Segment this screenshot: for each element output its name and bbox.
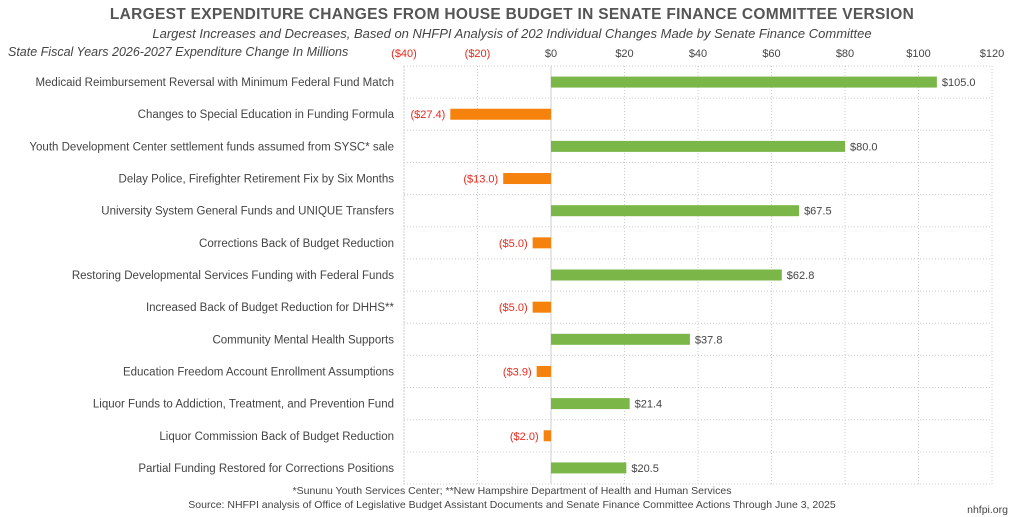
category-label: Partial Funding Restored for Corrections…	[138, 463, 394, 475]
x-tick-label: ($20)	[465, 48, 491, 60]
category-label: Changes to Special Education in Funding …	[138, 109, 395, 121]
data-label: ($27.4)	[410, 109, 445, 121]
data-label: ($3.9)	[503, 366, 532, 378]
data-label: $21.4	[635, 399, 663, 411]
bar-increase	[551, 398, 630, 410]
x-tick-label: $40	[689, 48, 707, 60]
bar-decrease	[543, 430, 551, 442]
data-label: ($5.0)	[499, 238, 528, 250]
category-label: Medicaid Reimbursement Reversal with Min…	[35, 77, 394, 89]
x-tick-label: ($40)	[391, 48, 417, 60]
data-label: $105.0	[942, 77, 976, 89]
data-label: $37.8	[695, 334, 723, 346]
bar-increase	[551, 205, 800, 217]
category-label: Delay Police, Firefighter Retirement Fix…	[119, 174, 395, 186]
category-label: Corrections Back of Budget Reduction	[199, 238, 394, 250]
chart-subtitle: Largest Increases and Decreases, Based o…	[152, 26, 872, 41]
bar-increase	[551, 462, 627, 474]
category-label: Restoring Developmental Services Funding…	[72, 270, 394, 282]
x-tick-label: $120	[980, 48, 1004, 60]
chart-title: LARGEST EXPENDITURE CHANGES FROM HOUSE B…	[109, 6, 915, 23]
data-label: ($2.0)	[510, 431, 539, 443]
site-url: nhfpi.org	[967, 504, 1008, 516]
data-label: $80.0	[850, 141, 878, 153]
source-note: Source: NHFPI analysis of Office of Legi…	[188, 499, 836, 511]
bar-decrease	[450, 108, 551, 120]
x-tick-label: $0	[545, 48, 557, 60]
data-label: $62.8	[787, 270, 815, 282]
data-label: ($13.0)	[463, 174, 498, 186]
x-tick-label: $20	[615, 48, 633, 60]
bar-increase	[551, 140, 845, 152]
bar-decrease	[536, 365, 551, 377]
category-label: Liquor Commission Back of Budget Reducti…	[159, 431, 394, 443]
bar-increase	[551, 333, 690, 345]
x-tick-label: $80	[836, 48, 854, 60]
category-label: Education Freedom Account Enrollment Ass…	[123, 366, 394, 378]
bar-decrease	[503, 173, 551, 185]
footnote: *Sununu Youth Services Center; **New Ham…	[292, 485, 732, 497]
category-label: University System General Funds and UNIQ…	[101, 206, 394, 218]
x-tick-label: $60	[762, 48, 780, 60]
category-label: Community Mental Health Supports	[212, 334, 394, 346]
data-label: ($5.0)	[499, 302, 528, 314]
data-label: $67.5	[804, 206, 832, 218]
category-label: Youth Development Center settlement fund…	[29, 141, 394, 153]
bar-decrease	[532, 237, 551, 249]
plot-frame	[403, 65, 993, 485]
x-tick-label: $100	[906, 48, 930, 60]
bar-decrease	[532, 301, 551, 313]
category-label: Increased Back of Budget Reduction for D…	[146, 302, 395, 314]
category-label: Liquor Funds to Addiction, Treatment, an…	[93, 399, 394, 411]
bar-increase	[551, 269, 782, 281]
data-label: $20.5	[631, 463, 659, 475]
bar-increase	[551, 76, 937, 88]
axis-caption: State Fiscal Years 2026-2027 Expenditure…	[8, 45, 349, 59]
